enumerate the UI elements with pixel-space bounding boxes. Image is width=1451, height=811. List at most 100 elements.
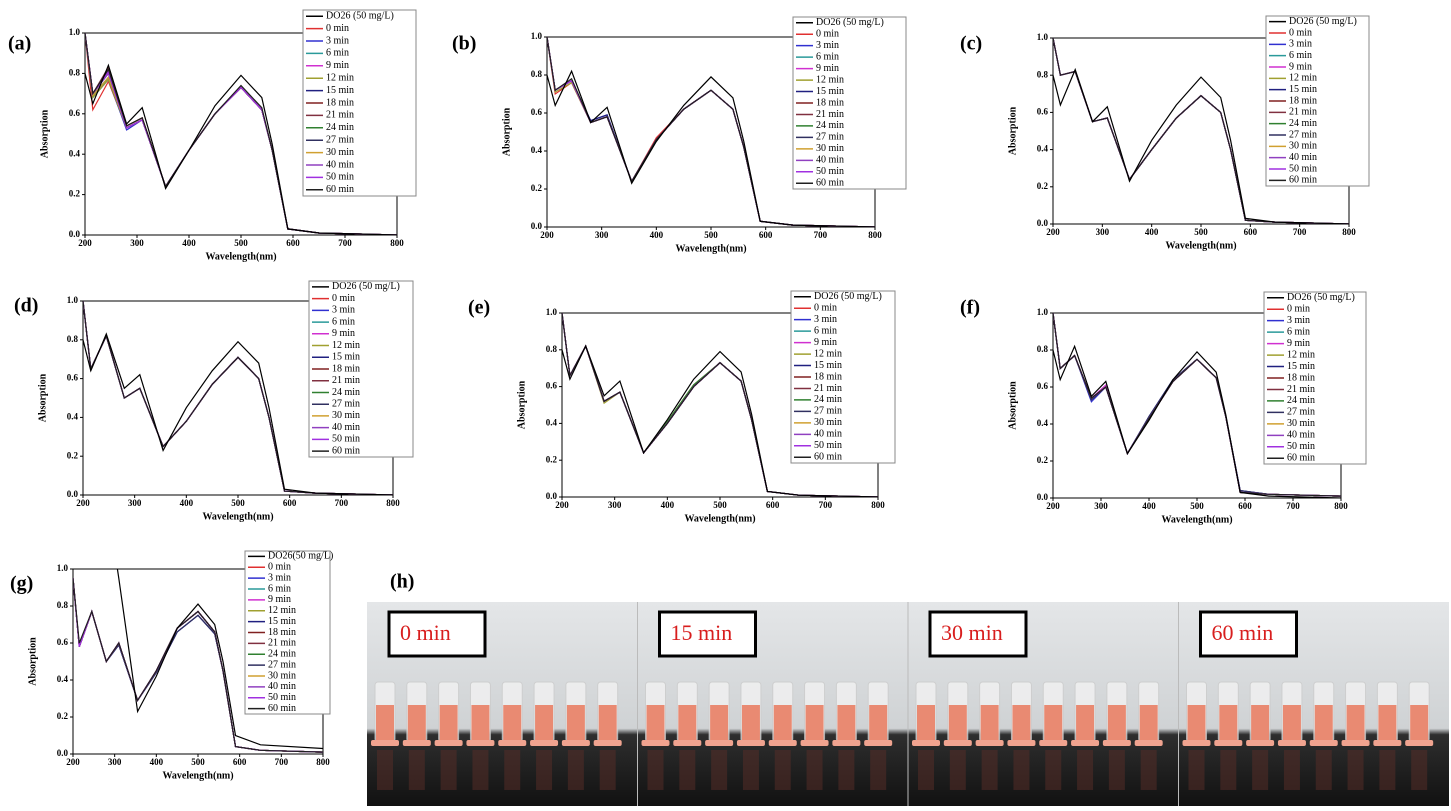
x-tick-label: 300 <box>595 230 609 240</box>
y-tick-label: 0.4 <box>1037 418 1049 428</box>
legend-label: 12 min <box>1287 349 1315 360</box>
y-tick-label: 1.0 <box>531 31 543 41</box>
series-group <box>1053 313 1341 498</box>
panel-label: (h) <box>390 571 414 593</box>
tube-liquid <box>869 705 888 742</box>
legend-label: 9 min <box>326 60 349 71</box>
legend-label: 21 min <box>814 383 842 394</box>
x-tick-label: 700 <box>275 757 289 767</box>
y-axis-title: Absorption <box>37 373 48 422</box>
legend-label: 12 min <box>268 605 296 616</box>
tube-liquid <box>980 705 999 742</box>
tube-liquid <box>1251 705 1270 742</box>
panel-label: (g) <box>10 573 33 595</box>
legend-label: 18 min <box>814 371 842 382</box>
legend-label: 18 min <box>326 97 354 108</box>
tube-liquid <box>1314 705 1333 742</box>
x-tick-label: 300 <box>108 757 122 767</box>
legend-label: 0 min <box>268 562 291 573</box>
legend-label: 18 min <box>1289 95 1317 106</box>
legend-label: 30 min <box>332 410 360 421</box>
tube-base <box>1341 740 1370 746</box>
tube-liquid <box>837 705 856 742</box>
legend-label: 9 min <box>816 63 839 74</box>
y-tick-label: 0.2 <box>531 183 543 193</box>
legend-label: 15 min <box>1287 361 1315 372</box>
tube-liquid <box>1139 705 1158 742</box>
legend-label: 27 min <box>1287 407 1315 418</box>
tube-liquid <box>646 705 665 742</box>
x-tick-label: 200 <box>555 500 569 510</box>
x-axis-title: Wavelength(nm) <box>202 511 273 522</box>
spectrum-line <box>83 332 393 495</box>
tube-reflection <box>1045 750 1062 790</box>
panel-label: (e) <box>468 297 490 319</box>
y-tick-label: 0.0 <box>1037 492 1049 502</box>
y-tick-label: 0.2 <box>1037 455 1049 465</box>
y-tick-label: 0.0 <box>531 221 543 231</box>
x-tick-label: 500 <box>1194 227 1208 237</box>
legend-label: 40 min <box>268 681 296 692</box>
legend-label: 50 min <box>326 172 354 183</box>
legend-label: 0 min <box>326 23 349 34</box>
x-tick-label: 600 <box>766 500 780 510</box>
x-tick-label: 600 <box>233 757 247 767</box>
y-tick-label: 0.4 <box>1037 144 1049 154</box>
legend-label: 6 min <box>1287 326 1310 337</box>
y-axis-title: Absorption <box>1007 106 1018 155</box>
legend-label: 40 min <box>1289 152 1317 163</box>
legend-label: 3 min <box>326 35 349 46</box>
panel-label: (d) <box>14 295 38 317</box>
tube-reflection <box>440 750 457 790</box>
x-tick-label: 800 <box>316 757 330 767</box>
x-tick-label: 300 <box>128 498 142 508</box>
legend-label: 3 min <box>332 305 355 316</box>
tube-base <box>1405 740 1434 746</box>
legend-label: 0 min <box>814 302 837 313</box>
y-tick-label: 0.4 <box>67 411 79 421</box>
legend-label: 24 min <box>1287 395 1315 406</box>
x-axis-title: Wavelength(nm) <box>675 243 746 254</box>
tube-liquid <box>1012 705 1031 742</box>
x-tick-label: 300 <box>608 500 622 510</box>
tube-reflection <box>1108 750 1125 790</box>
tube-base <box>466 740 495 746</box>
legend-label: 40 min <box>1287 430 1315 441</box>
legend-label: 50 min <box>1289 163 1317 174</box>
tube-base <box>1007 740 1036 746</box>
y-tick-label: 0.6 <box>69 108 81 118</box>
legend-label: 24 min <box>816 120 844 131</box>
x-tick-label: 600 <box>759 230 773 240</box>
legend-label: 30 min <box>268 670 296 681</box>
x-tick-label: 200 <box>76 498 90 508</box>
tube-liquid <box>1219 705 1238 742</box>
legend-label: 15 min <box>814 360 842 371</box>
x-tick-label: 400 <box>180 498 194 508</box>
x-tick-label: 800 <box>868 230 882 240</box>
legend-label: DO26 (50 mg/L) <box>816 17 884 28</box>
time-label-box <box>658 610 757 658</box>
x-tick-label: 600 <box>283 498 297 508</box>
y-tick-label: 0.4 <box>531 145 543 155</box>
x-axis-title: Wavelength(nm) <box>1165 240 1236 251</box>
y-tick-label: 0.4 <box>57 674 69 684</box>
tube-reflection <box>377 750 393 790</box>
legend-label: 21 min <box>332 375 360 386</box>
legend-label: 60 min <box>326 184 354 195</box>
legend-label: 18 min <box>816 97 844 108</box>
x-tick-label: 600 <box>1244 227 1258 237</box>
tube-reflection <box>1411 750 1428 790</box>
tube-liquid <box>1107 705 1126 742</box>
tube-reflection <box>1077 750 1094 790</box>
series-group <box>73 569 323 753</box>
y-tick-label: 1.0 <box>57 563 69 573</box>
y-tick-label: 0.8 <box>67 334 79 344</box>
legend-label: 9 min <box>1287 338 1310 349</box>
legend-label: 12 min <box>814 348 842 359</box>
legend-label: 60 min <box>1289 175 1317 186</box>
tube-liquid <box>407 705 426 742</box>
y-axis-title: Absorption <box>1007 381 1018 430</box>
tube-reflection <box>1252 750 1269 790</box>
legend-label: 6 min <box>326 48 349 59</box>
legend-label: 3 min <box>268 572 291 583</box>
